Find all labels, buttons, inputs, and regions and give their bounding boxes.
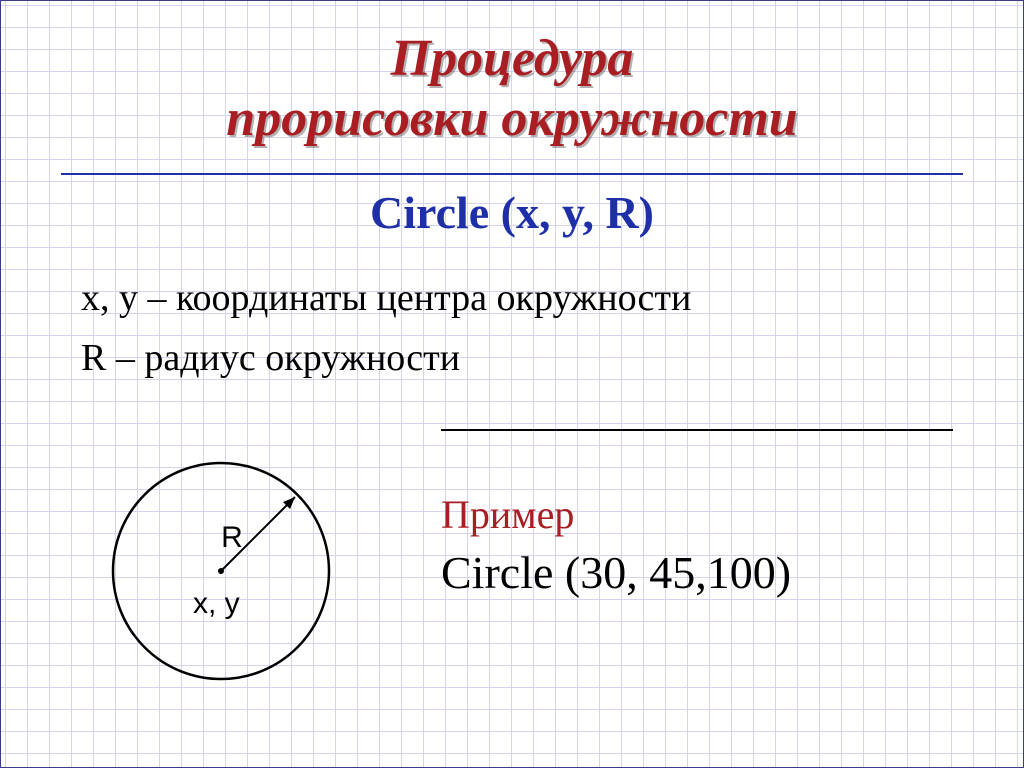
example-code: Circle (30, 45,100) [441, 546, 791, 599]
example-heading: Пример [441, 491, 574, 538]
diagram-radius-label: R [221, 521, 243, 554]
diagram-center-label: x, y [193, 587, 240, 620]
param-desc-xy: x, y – координаты центра окружности [81, 276, 691, 320]
procedure-signature: Circle (x, y, R) [1, 186, 1023, 239]
horizontal-rule-top [61, 173, 963, 175]
horizontal-rule-example [441, 429, 953, 431]
param-desc-r: R – радиус окружности [81, 336, 460, 380]
circle-diagram: R x, y [91, 441, 351, 701]
title-line-1: Процедура [391, 30, 634, 87]
title-line-2: прорисовки окружности [226, 90, 797, 147]
slide: Процедура прорисовки окружности Circle (… [0, 0, 1024, 768]
slide-title: Процедура прорисовки окружности [1, 1, 1023, 149]
